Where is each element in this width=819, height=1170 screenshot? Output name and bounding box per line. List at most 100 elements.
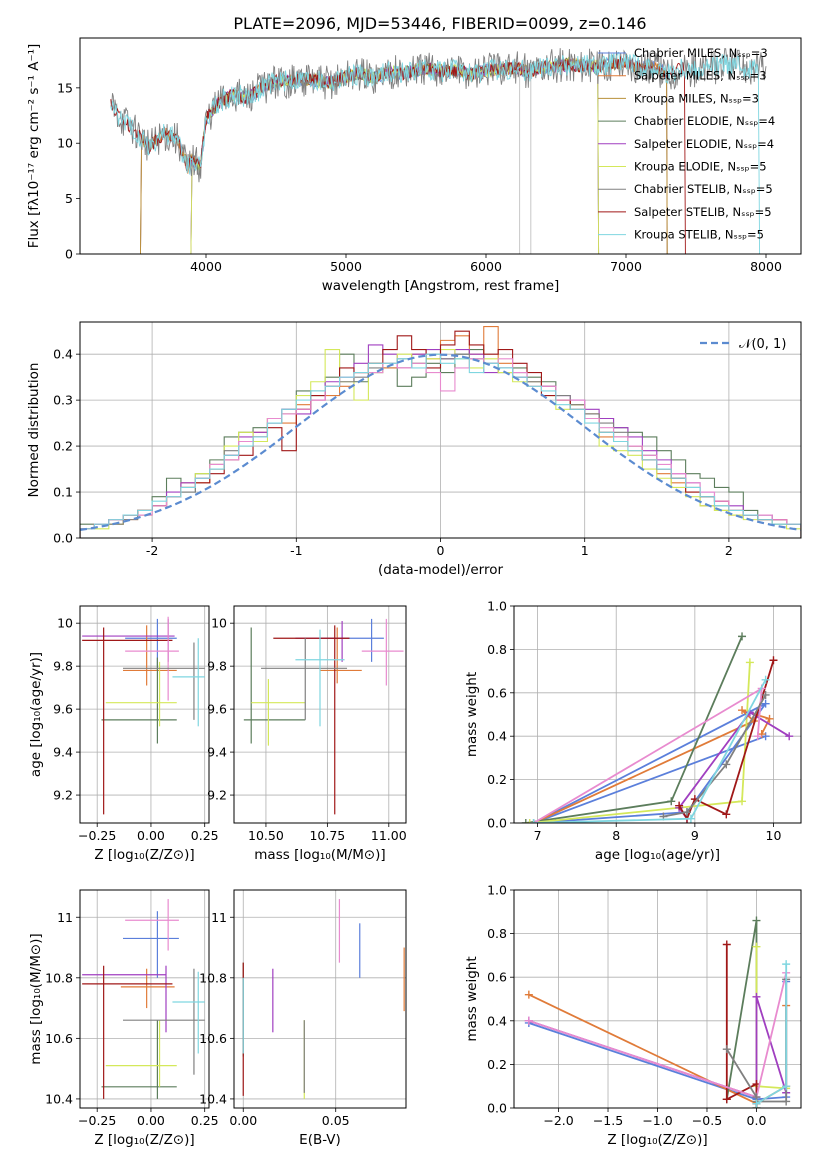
y-tick-label: 9.4 <box>207 745 227 760</box>
y-tick-label: 5 <box>65 191 73 206</box>
y-tick-label: 9.6 <box>53 702 73 717</box>
weight-line <box>529 662 751 823</box>
y-tick-label: 0.0 <box>487 816 507 831</box>
x-tick-label: −1.0 <box>642 1113 672 1128</box>
weight-marker <box>752 992 761 1001</box>
weight-marker <box>782 1097 791 1106</box>
y-tick-label: 0.8 <box>487 642 507 657</box>
y-tick-label: 10.8 <box>199 970 227 985</box>
axes-frame <box>79 605 210 824</box>
y-tick-label: 9.8 <box>207 659 227 674</box>
y-tick-label: 0 <box>65 247 73 262</box>
legend-label: 𝒩(0, 1) <box>739 337 786 352</box>
residuals-plot-area <box>80 326 801 538</box>
y-tick-label: 0.0 <box>53 531 73 546</box>
weight-marker <box>529 819 538 823</box>
weight-marker <box>667 797 676 806</box>
axes-frame <box>79 321 802 539</box>
y-tick-label: 0.6 <box>487 970 507 985</box>
weight-marker <box>769 656 778 665</box>
weight-marker <box>686 814 695 823</box>
weight-marker <box>745 658 754 667</box>
y-tick-label: 11 <box>57 910 73 925</box>
y-tick-label: 0.4 <box>53 347 73 362</box>
weight-marker <box>782 1082 791 1091</box>
y-tick-label: 10 <box>57 136 73 151</box>
y-tick-label: 1.0 <box>487 599 507 614</box>
x-tick-label: 7000 <box>610 259 642 274</box>
x-axis-label: Z [log₁₀(Z/Z⊙)] <box>94 847 194 863</box>
y-tick-label: 10 <box>211 616 227 631</box>
y-tick-label: 10.6 <box>199 1031 227 1046</box>
weight-line <box>725 944 758 1104</box>
weight_vs_age-axes: 7 8 9 10 0.0 0.2 0.4 0.6 0.8 1.0 age [log₁₀(age/yr… <box>464 599 802 863</box>
y-tick-label: 9.6 <box>207 702 227 717</box>
x-axis-label: E(B-V) <box>299 1132 341 1148</box>
weight-marker <box>682 808 691 817</box>
y-axis-label: mass weight <box>464 956 480 1041</box>
weight_vs_Z-axes: −2.0 −1.5 −1.0 −0.5 0.0 0.0 0.2 0.4 0.6 0.8 1.0 Z [… <box>464 883 802 1148</box>
y-tick-label: 0.1 <box>53 485 73 500</box>
y-tick-label: 9.2 <box>53 788 73 803</box>
legend-label: Salpeter MILES, Nₛₛₚ=3 <box>634 69 767 83</box>
legend-label: Kroupa ELODIE, Nₛₛₚ=5 <box>634 160 767 174</box>
weight-marker <box>525 819 534 823</box>
x-tick-label: 0.00 <box>229 1113 257 1128</box>
weight-marker <box>761 699 770 708</box>
y-axis-label: Flux [fλ10⁻¹⁷ erg cm⁻² s⁻¹ A⁻¹] <box>26 44 42 249</box>
x-tick-label: −1.5 <box>593 1113 623 1128</box>
x-tick-label: 8000 <box>750 259 782 274</box>
y-tick-label: 0.8 <box>487 926 507 941</box>
histogram-series <box>80 353 801 538</box>
y-axis-label: mass weight <box>464 672 480 757</box>
mass_vs_ebv-plot-area <box>242 899 405 1099</box>
x-axis-label: Z [log₁₀(Z/Z⊙)] <box>94 1132 194 1148</box>
legend-label: Chabrier STELIB, Nₛₛₚ=5 <box>634 182 773 196</box>
weight-marker <box>524 990 533 999</box>
spectrum-line <box>110 51 761 254</box>
weight-marker <box>722 1095 731 1104</box>
weight-line <box>533 709 771 823</box>
weight-marker <box>675 801 684 810</box>
weight-marker <box>752 942 761 951</box>
x-tick-label: 10.75 <box>309 828 345 843</box>
x-axis-label: age [log₁₀(age/yr)] <box>595 847 720 863</box>
axes-frame <box>513 889 802 1109</box>
weight-marker <box>782 960 791 969</box>
legend-label: Kroupa MILES, Nₛₛₚ=3 <box>634 91 759 105</box>
y-tick-label: 0.4 <box>487 1013 507 1028</box>
weight-marker <box>738 797 747 806</box>
x-tick-label: 6000 <box>470 259 502 274</box>
legend-label: Salpeter ELODIE, Nₛₛₚ=4 <box>634 137 774 151</box>
x-tick-label: -1 <box>290 543 302 558</box>
x-tick-label: −0.5 <box>692 1113 722 1128</box>
weight-marker <box>521 819 530 823</box>
axes-frame <box>233 605 407 824</box>
y-tick-label: 10 <box>57 616 73 631</box>
weight-marker <box>738 632 747 641</box>
x-tick-label: −0.25 <box>78 1113 116 1128</box>
x-tick-label: 4000 <box>190 259 222 274</box>
legend-label: Salpeter STELIB, Nₛₛₚ=5 <box>634 205 772 219</box>
legend-label: Chabrier MILES, Nₛₛₚ=3 <box>634 46 768 60</box>
y-tick-label: 0.2 <box>53 439 73 454</box>
weight-line <box>755 946 787 1090</box>
weight-marker <box>722 940 731 949</box>
weight_vs_Z-plot-area <box>524 916 791 1108</box>
y-tick-label: 0.4 <box>487 729 507 744</box>
spectrum-line <box>190 57 600 254</box>
y-axis-label: age [log₁₀(age/yr)] <box>28 652 44 777</box>
y-tick-label: 10.4 <box>45 1091 73 1106</box>
legend-label: Kroupa STELIB, Nₛₛₚ=5 <box>634 228 764 242</box>
x-tick-label: 0.0 <box>747 1113 767 1128</box>
x-axis-label: Z [log₁₀(Z/Z⊙)] <box>607 1132 707 1148</box>
weight-marker <box>722 760 731 769</box>
weight_vs_age-plot-area <box>521 632 794 823</box>
y-tick-label: 1.0 <box>487 883 507 898</box>
age_vs_Z-plot-area <box>82 616 205 815</box>
x-tick-label: 0 <box>437 543 445 558</box>
x-tick-label: 0.25 <box>191 1113 219 1128</box>
legend-label: Chabrier ELODIE, Nₛₛₚ=4 <box>634 114 775 128</box>
y-tick-label: 10.8 <box>45 970 73 985</box>
weight-marker <box>761 675 770 684</box>
